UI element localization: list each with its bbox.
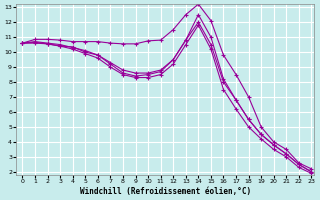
X-axis label: Windchill (Refroidissement éolien,°C): Windchill (Refroidissement éolien,°C) [79,187,251,196]
